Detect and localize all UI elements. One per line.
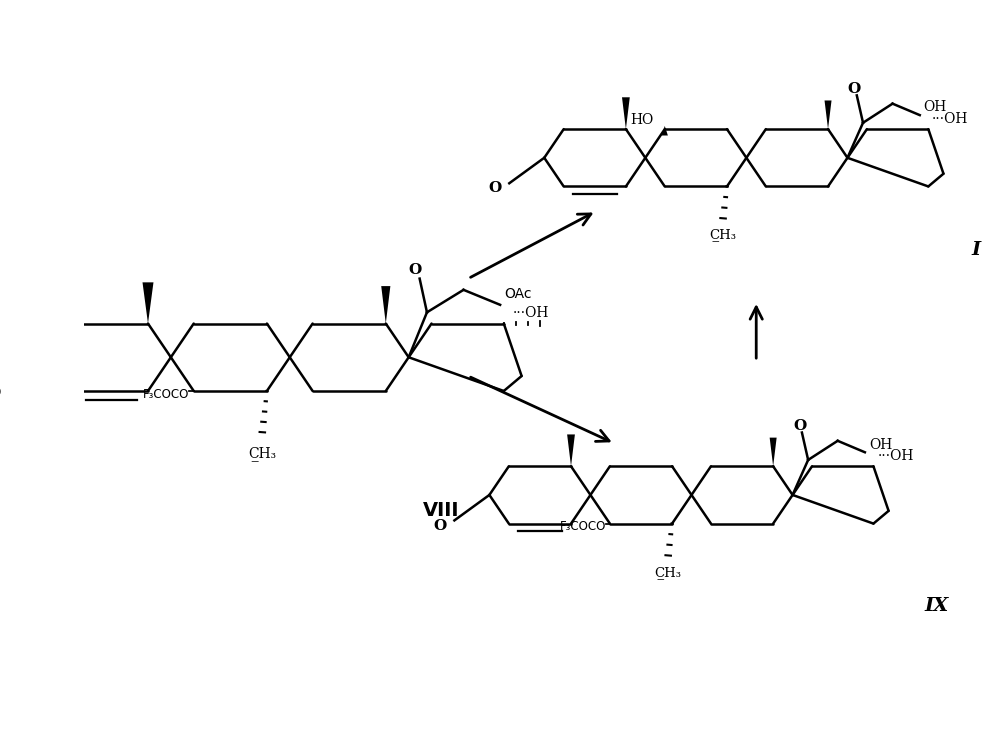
Text: C̲H₃: C̲H₃ (248, 446, 276, 460)
Polygon shape (143, 282, 153, 323)
Polygon shape (825, 101, 832, 129)
Text: ···OH: ···OH (932, 112, 969, 126)
Text: ···OH: ···OH (513, 306, 549, 320)
Text: O: O (489, 181, 502, 196)
Text: HO: HO (630, 113, 653, 126)
Text: I: I (971, 241, 980, 259)
Text: ···OH: ···OH (877, 449, 914, 463)
Text: C̲H₃: C̲H₃ (655, 566, 682, 578)
Text: OH: OH (924, 101, 947, 114)
Polygon shape (770, 438, 777, 466)
Polygon shape (662, 126, 668, 135)
Polygon shape (622, 97, 630, 129)
Text: OH: OH (869, 438, 892, 452)
Polygon shape (567, 435, 575, 466)
Text: VIII: VIII (422, 502, 459, 520)
Text: O: O (793, 419, 806, 433)
Text: F₃COCO: F₃COCO (143, 388, 189, 402)
Polygon shape (381, 286, 390, 323)
Text: OAc: OAc (505, 287, 532, 301)
Text: O: O (408, 262, 422, 277)
Text: O: O (848, 82, 861, 96)
Text: O: O (434, 519, 447, 532)
Text: C̲H₃: C̲H₃ (710, 229, 737, 241)
Text: IX: IX (924, 597, 949, 615)
Text: F₃COCO: F₃COCO (560, 520, 606, 533)
